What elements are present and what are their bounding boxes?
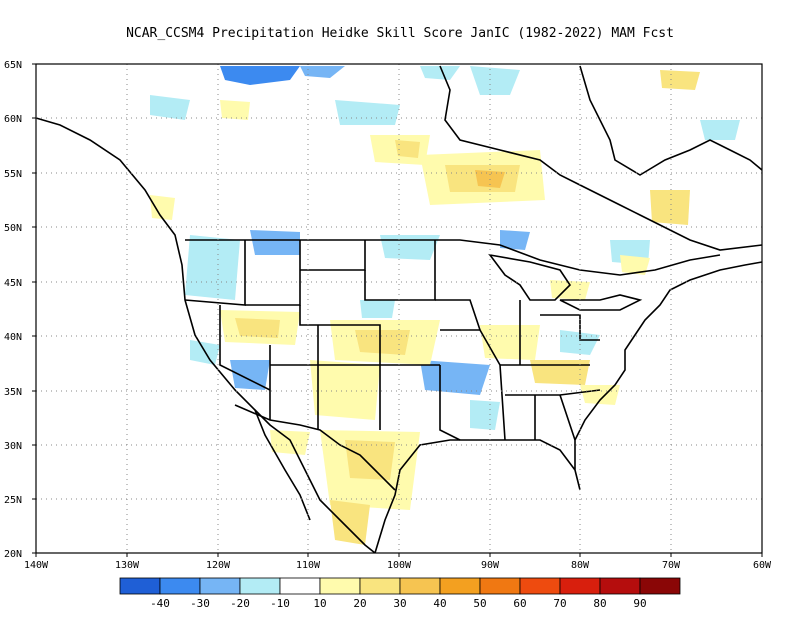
lat-label: 20N bbox=[4, 549, 22, 560]
colorbar-label: 30 bbox=[393, 597, 406, 610]
gridlines bbox=[36, 64, 762, 553]
colorbar-label: 70 bbox=[553, 597, 566, 610]
lat-label: 45N bbox=[4, 278, 22, 289]
colorbar-label: 40 bbox=[433, 597, 446, 610]
colorbar-label: 50 bbox=[473, 597, 486, 610]
lat-label: 50N bbox=[4, 223, 22, 234]
lat-label: 25N bbox=[4, 495, 22, 506]
colorbar-swatch bbox=[319, 577, 361, 595]
colorbar-label: 20 bbox=[353, 597, 366, 610]
lat-label: 40N bbox=[4, 332, 22, 343]
lon-label: 140W bbox=[24, 560, 49, 571]
colorbar-swatch bbox=[559, 577, 601, 595]
colorbar-swatch bbox=[519, 577, 561, 595]
colorbar-swatch bbox=[479, 577, 521, 595]
colorbar-label: -40 bbox=[150, 597, 170, 610]
colorbar-swatch bbox=[359, 577, 401, 595]
lat-label: 65N bbox=[4, 60, 22, 71]
lon-labels: 140W 130W 120W 110W 100W 90W 80W 70W 60W bbox=[24, 560, 772, 571]
colorbar-swatch bbox=[279, 577, 321, 595]
colorbar-label: 60 bbox=[513, 597, 526, 610]
lon-label: 80W bbox=[571, 560, 590, 571]
colorbar-label: -30 bbox=[190, 597, 210, 610]
map-title: NCAR_CCSM4 Precipitation Heidke Skill Sc… bbox=[126, 26, 674, 41]
colorbar-swatch bbox=[639, 577, 681, 595]
colorbar-swatch bbox=[599, 577, 641, 595]
skill-shading bbox=[150, 66, 740, 545]
lon-label: 120W bbox=[206, 560, 231, 571]
colorbar-swatch bbox=[239, 577, 281, 595]
colorbar-swatch bbox=[439, 577, 481, 595]
lon-label: 70W bbox=[662, 560, 681, 571]
lon-label: 60W bbox=[753, 560, 772, 571]
lat-label: 30N bbox=[4, 441, 22, 452]
lon-label: 90W bbox=[481, 560, 500, 571]
colorbar-label: 80 bbox=[593, 597, 606, 610]
colorbar-swatch bbox=[199, 577, 241, 595]
colorbar-label: -20 bbox=[230, 597, 250, 610]
colorbar-label: 90 bbox=[633, 597, 646, 610]
colorbar-label: -10 bbox=[270, 597, 290, 610]
lon-label: 110W bbox=[296, 560, 321, 571]
colorbar-swatch bbox=[119, 577, 161, 595]
lon-label: 130W bbox=[115, 560, 140, 571]
colorbar: -40 -30 -20 -10 10 20 30 40 50 60 70 80 90 bbox=[119, 577, 681, 610]
axis-ticks bbox=[32, 63, 763, 557]
lat-label: 55N bbox=[4, 169, 22, 180]
lat-labels: 65N 60N 55N 50N 45N 40N 35N 30N 25N 20N bbox=[4, 60, 22, 560]
colorbar-label: 10 bbox=[313, 597, 326, 610]
lat-label: 35N bbox=[4, 387, 22, 398]
lon-label: 100W bbox=[387, 560, 412, 571]
colorbar-swatch bbox=[159, 577, 201, 595]
lat-label: 60N bbox=[4, 114, 22, 125]
colorbar-swatch bbox=[399, 577, 441, 595]
